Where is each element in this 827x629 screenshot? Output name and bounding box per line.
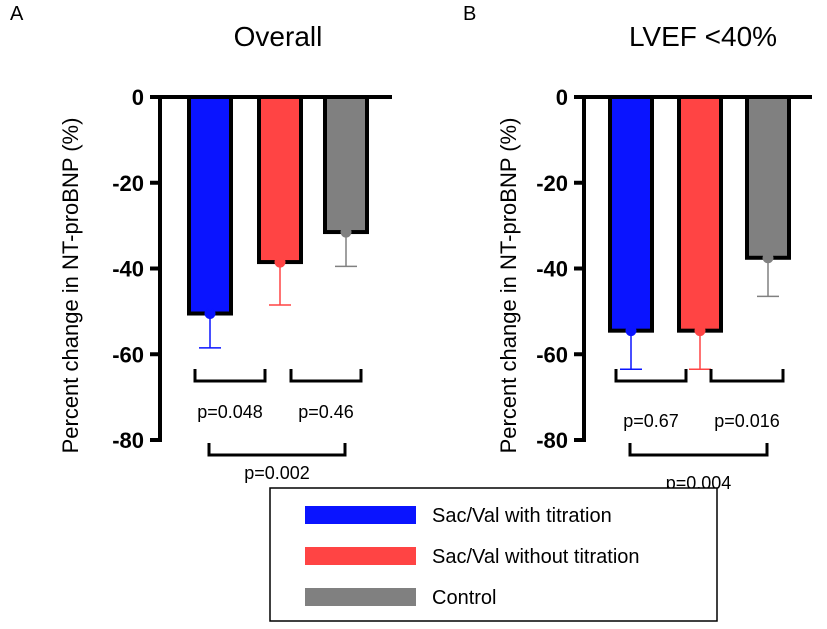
y-tick-label: -40 xyxy=(536,257,568,282)
legend-swatch xyxy=(305,547,416,565)
comparison-bracket xyxy=(614,369,688,383)
y-tick-label: 0 xyxy=(556,85,568,110)
y-tick-label: -80 xyxy=(536,428,568,453)
comparison-bracket xyxy=(709,369,785,383)
bar-sacval-no-titration xyxy=(257,95,303,265)
p-value-label: p=0.67 xyxy=(623,411,679,431)
y-tick-label: -60 xyxy=(536,342,568,367)
panel-letter: A xyxy=(10,3,24,25)
mean-dot xyxy=(274,256,286,268)
p-value-label: p=0.048 xyxy=(197,402,263,422)
legend-label: Control xyxy=(432,587,496,609)
panel-lvef: B LVEF <40% Percent change in NT-proBNP (%… xyxy=(463,3,812,493)
chart-title: LVEF <40% xyxy=(629,21,777,52)
legend: Sac/Val with titration Sac/Val without ti… xyxy=(269,487,718,622)
mean-dot xyxy=(625,325,637,337)
mean-dot xyxy=(762,252,774,264)
p-value-label: p=0.002 xyxy=(244,463,310,483)
y-axis-label: Percent change in NT-proBNP (%) xyxy=(496,118,521,454)
chart-title: Overall xyxy=(234,21,323,52)
comparison-bracket xyxy=(289,369,363,383)
y-tick-label: -40 xyxy=(112,257,144,282)
legend-label: Sac/Val without titration xyxy=(432,546,640,568)
y-tick-label: -20 xyxy=(112,171,144,196)
legend-swatch xyxy=(305,506,416,524)
mean-dot xyxy=(204,308,216,320)
bar-sacval-titration xyxy=(187,95,233,316)
legend-label: Sac/Val with titration xyxy=(432,505,612,527)
bar-sacval-titration xyxy=(608,95,654,333)
bar-control xyxy=(323,95,369,235)
mean-dot xyxy=(340,226,352,238)
comparison-bracket xyxy=(628,443,769,457)
y-tick-label: -60 xyxy=(112,342,144,367)
panel-letter: B xyxy=(463,3,476,25)
bar-control xyxy=(745,95,791,260)
panel-overall: A Overall Percent change in NT-proBNP (%) 0… xyxy=(10,3,392,483)
bar-sacval-no-titration xyxy=(677,95,723,333)
mean-dot xyxy=(694,325,706,337)
y-tick-label: -80 xyxy=(112,428,144,453)
comparison-bracket xyxy=(207,443,347,457)
y-axis-label: Percent change in NT-proBNP (%) xyxy=(58,118,83,454)
p-value-label: p=0.016 xyxy=(714,411,780,431)
comparison-bracket xyxy=(193,369,267,383)
p-value-label: p=0.46 xyxy=(298,402,354,422)
y-tick-label: -20 xyxy=(536,171,568,196)
legend-swatch xyxy=(305,588,416,606)
y-tick-label: 0 xyxy=(132,85,144,110)
